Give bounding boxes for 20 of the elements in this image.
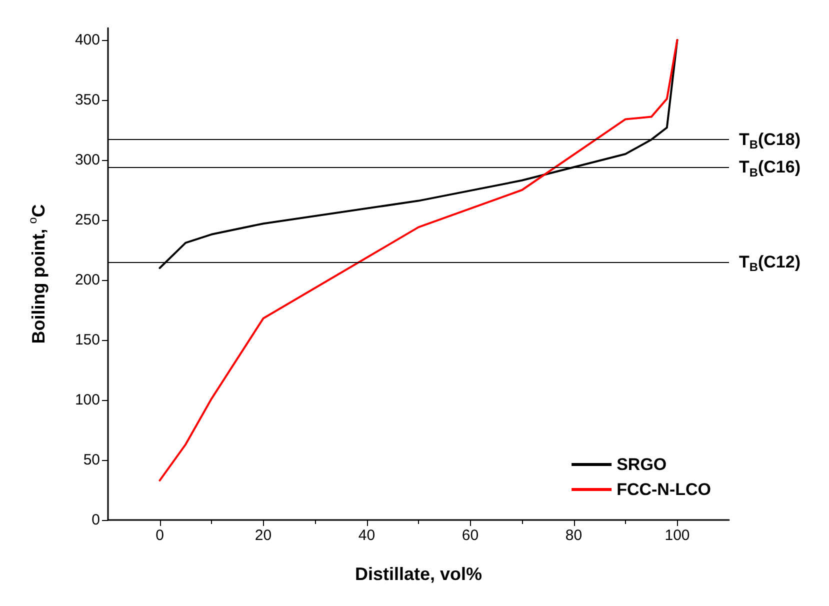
y-tick-label: 100 bbox=[74, 392, 100, 408]
y-tick-label: 50 bbox=[83, 452, 100, 468]
y-tick-label: 300 bbox=[74, 152, 100, 168]
y-tick-label: 200 bbox=[74, 272, 100, 288]
x-tick-label: 0 bbox=[156, 527, 164, 544]
x-axis-title: Distillate, vol% bbox=[354, 564, 482, 584]
x-tick-label: 20 bbox=[254, 527, 272, 544]
line-series bbox=[158, 39, 678, 482]
legend-label: FCC-N-LCO bbox=[616, 480, 711, 499]
x-tick-label: 60 bbox=[462, 527, 479, 544]
y-tick-label: 350 bbox=[74, 92, 100, 108]
legend-label: SRGO bbox=[616, 455, 667, 474]
y-tick-label: 0 bbox=[92, 512, 100, 528]
y-tick-label: 250 bbox=[74, 212, 100, 228]
x-tick-label: 80 bbox=[565, 527, 582, 544]
x-tick-label: 100 bbox=[664, 527, 690, 544]
x-tick-label: 40 bbox=[358, 527, 376, 544]
y-tick-label: 150 bbox=[74, 332, 100, 348]
y-tick-label: 400 bbox=[74, 32, 100, 48]
y-axis-title: Boiling point, oC bbox=[26, 204, 49, 344]
